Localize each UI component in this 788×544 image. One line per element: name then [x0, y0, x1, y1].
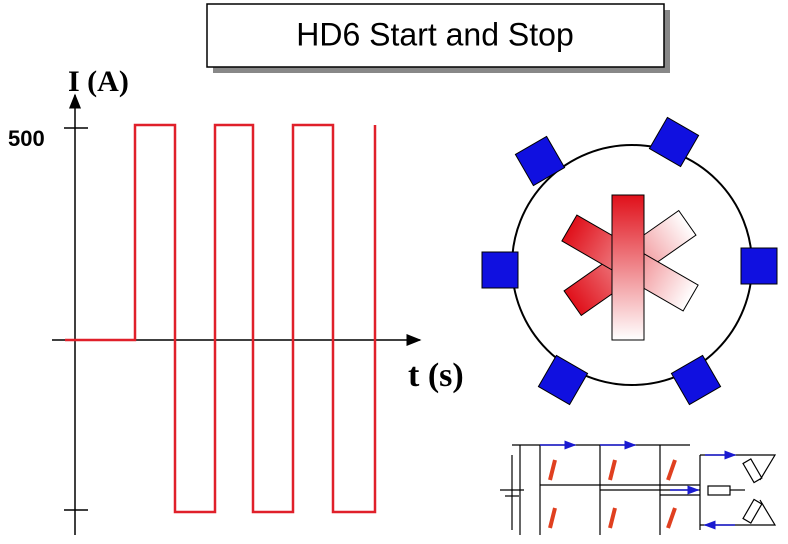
x-axis-label: t (s): [408, 357, 464, 394]
motor: [482, 117, 777, 404]
y-axis-label: I (A): [68, 65, 129, 98]
current-waveform: [65, 125, 375, 512]
title: HD6 Start and Stop: [296, 16, 573, 52]
inverter-circuit: [500, 445, 775, 535]
slide: HD6 Start and Stop I (A) 500 t (s): [0, 0, 788, 544]
y-tick-label: 500: [8, 126, 45, 151]
page: HD6 Start and Stop I (A) 500 t (s): [0, 0, 788, 544]
